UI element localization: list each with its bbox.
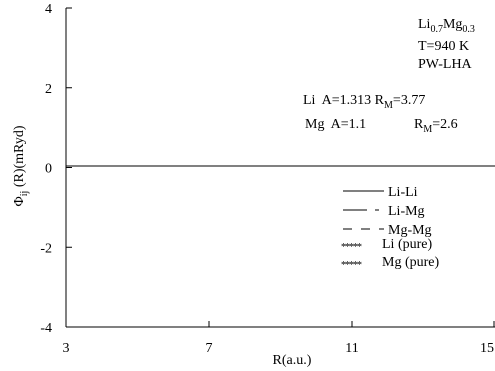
- legend-label-li-mg: Li-Mg: [388, 204, 425, 219]
- legend-label-li-li: Li-Li: [388, 185, 418, 200]
- y-tick-label-0: -4: [40, 321, 52, 336]
- legend-label-mg-pure: Mg (pure): [382, 255, 439, 270]
- legend-swatch-li-pure: *****: [341, 242, 362, 253]
- y-ticks: -4 -2 0 2 4: [40, 2, 72, 336]
- y-tick-label-1: -2: [40, 241, 52, 256]
- li-params-label: Li A=1.313 RM=3.77: [303, 93, 425, 111]
- y-axis-label-sub: ij: [19, 191, 30, 197]
- y-tick-label-2: 0: [45, 162, 52, 177]
- legend-label-li-pure: Li (pure): [382, 237, 432, 252]
- legend: Li-Li Li-Mg Mg-Mg ***** Li (pure) ***** …: [341, 185, 439, 271]
- y-axis-label: Φij (R)(mRyd): [12, 125, 30, 206]
- x-axis-label: R(a.u.): [273, 353, 312, 368]
- y-tick-label-4: 4: [45, 2, 52, 17]
- legend-swatch-mg-pure: *****: [341, 260, 362, 271]
- x-tick-label-1: 7: [206, 341, 213, 356]
- legend-label-mg-mg: Mg-Mg: [388, 223, 432, 238]
- mg-params-label: Mg A=1.1: [305, 117, 366, 132]
- x-tick-label-0: 3: [63, 341, 70, 356]
- method-label: PW-LHA: [418, 57, 473, 72]
- mg-params-rm-label: RM=2.6: [414, 117, 458, 135]
- x-tick-label-2: 11: [345, 341, 358, 356]
- x-ticks: 3 7 11 15: [63, 321, 495, 356]
- temperature-label: T=940 K: [418, 39, 469, 54]
- y-tick-label-3: 2: [45, 82, 52, 97]
- alloy-label: Li0.7Mg0.3: [418, 17, 475, 35]
- x-tick-label-3: 15: [480, 341, 494, 356]
- y-axis-label-rest: (R)(mRyd): [12, 125, 27, 190]
